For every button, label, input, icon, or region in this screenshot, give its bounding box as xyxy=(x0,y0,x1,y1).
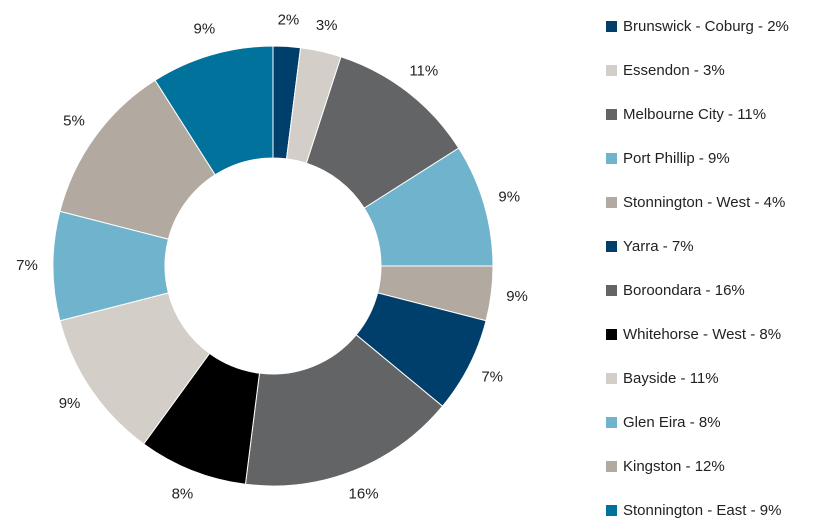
legend-label: Melbourne City - 11% xyxy=(623,106,766,123)
data-label: 9% xyxy=(194,21,216,38)
data-label: 3% xyxy=(316,17,338,34)
legend-swatch xyxy=(606,505,617,516)
legend-swatch xyxy=(606,109,617,120)
legend-label: Yarra - 7% xyxy=(623,238,694,255)
legend-swatch xyxy=(606,241,617,252)
data-label: 7% xyxy=(16,257,38,274)
data-label: 5% xyxy=(63,112,85,129)
legend-label: Glen Eira - 8% xyxy=(623,414,721,431)
legend-label: Stonnington - West - 4% xyxy=(623,194,785,211)
legend-swatch xyxy=(606,417,617,428)
legend-label: Whitehorse - West - 8% xyxy=(623,326,781,343)
data-label: 8% xyxy=(172,486,194,503)
legend-label: Brunswick - Coburg - 2% xyxy=(623,18,789,35)
data-label: 2% xyxy=(278,11,300,28)
data-label: 9% xyxy=(506,288,528,305)
slice xyxy=(154,45,274,176)
legend-label: Port Phillip - 9% xyxy=(623,150,730,167)
data-label: 9% xyxy=(498,188,520,205)
legend-swatch xyxy=(606,461,617,472)
data-label: 11% xyxy=(409,63,438,80)
data-label: 7% xyxy=(481,369,503,386)
legend-label: Kingston - 12% xyxy=(623,458,725,475)
legend-swatch xyxy=(606,21,617,32)
legend-swatch xyxy=(606,197,617,208)
legend-swatch xyxy=(606,329,617,340)
slice xyxy=(244,334,444,487)
data-label: 16% xyxy=(349,486,379,503)
legend-label: Essendon - 3% xyxy=(623,62,725,79)
data-label: 9% xyxy=(59,395,81,412)
legend-label: Stonnington - East - 9% xyxy=(623,502,781,519)
legend-label: Boroondara - 16% xyxy=(623,282,745,299)
legend-swatch xyxy=(606,285,617,296)
legend-swatch xyxy=(606,153,617,164)
legend-swatch xyxy=(606,373,617,384)
legend-label: Bayside - 11% xyxy=(623,370,719,387)
legend-swatch xyxy=(606,65,617,76)
